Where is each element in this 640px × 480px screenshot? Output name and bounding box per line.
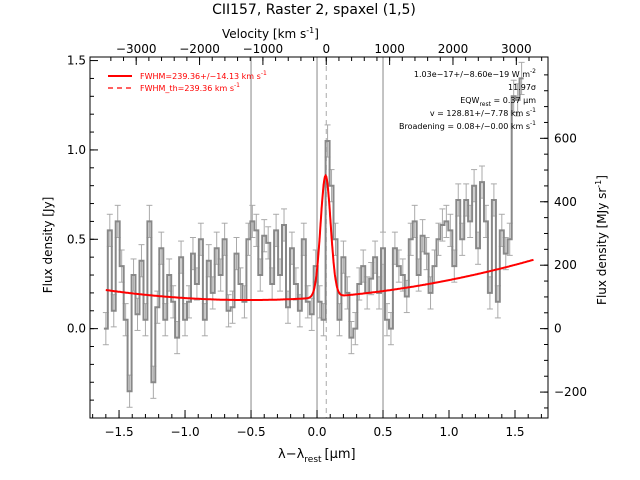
right-axis-label-end: ] [595, 175, 609, 180]
x-tick-label: 1.0 [439, 425, 458, 439]
top-axis-label: Velocity [km s-1] [222, 26, 319, 41]
annotation-velocity-sup: -1 [530, 107, 536, 114]
legend: FWHM=239.36+/−14.13 km s-1 FWHM_th=239.3… [108, 70, 267, 93]
x-tick-label: 0.0 [307, 425, 326, 439]
top-axis-label-sup: -1 [306, 26, 314, 35]
annotation-velocity: v = 128.81+/−7.78 km s-1 [430, 107, 536, 118]
x-axis-label-unit: [μm] [325, 447, 356, 462]
top-tick-label: 2000 [438, 42, 469, 56]
annotation-sigma: 11.97σ [508, 83, 536, 92]
annotation-broadening-text: Broadening = 0.08+/−0.00 km s [399, 122, 530, 131]
annotation-eqw: EQWrest = 0.37 μm [460, 96, 536, 108]
top-axis-label-end: ] [314, 27, 319, 41]
annotation-eqw-text: EQW [460, 96, 479, 105]
annotation-flux: 1.03e−17+/−8.60e−19 W m-2 [414, 68, 536, 79]
right-axis-label-sup: -1 [594, 180, 603, 188]
annotation-broadening-sup: -1 [530, 120, 536, 127]
x-tick-label: −1.5 [104, 425, 133, 439]
guide-lines [250, 57, 384, 418]
top-tick-label: 0 [322, 42, 330, 56]
legend-entry-fwhm-th-text: FWHM_th=239.36 km s [140, 84, 234, 93]
x-tick-label: −1.0 [170, 425, 199, 439]
plot-frame [89, 56, 549, 419]
chart-title: CII157, Raster 2, spaxel (1,5) [212, 2, 416, 18]
right-axis-label-main: Flux density [MJy sr [595, 188, 609, 305]
plot-axes [89, 56, 549, 419]
right-tick-label: 200 [554, 258, 577, 272]
legend-entry-fwhm-th-sup: -1 [234, 82, 240, 89]
top-tick-label: −3000 [116, 42, 157, 56]
right-axis-label: Flux density [MJy sr-1] [594, 175, 609, 305]
legend-entry-fwhm-text: FWHM=239.36+/−14.13 km s [140, 72, 261, 81]
x-tick-label: −0.5 [236, 425, 265, 439]
x-axis-label-sub: rest [304, 455, 322, 465]
axis-ticks: −1.5 −1.0 −0.5 0.0 0.5 1.0 1.5 0.0 0.5 1.0 1.5 −300… [67, 42, 587, 439]
annotation-eqw-value: = 0.37 μm [491, 96, 536, 105]
annotation-flux-text: 1.03e−17+/−8.60e−19 W m [414, 70, 530, 79]
x-tick-label: 1.5 [505, 425, 524, 439]
annotation-eqw-sub: rest [479, 101, 491, 108]
legend-entry-fwhm-sup: -1 [261, 70, 267, 77]
top-tick-label: −1000 [243, 42, 284, 56]
right-tick-label: 600 [554, 131, 577, 145]
y-tick-label: 0.0 [67, 322, 86, 336]
right-tick-label: 0 [554, 322, 562, 336]
annotation-flux-sup: -2 [530, 68, 536, 75]
legend-entry-fwhm: FWHM=239.36+/−14.13 km s-1 [140, 70, 267, 81]
x-tick-label: 0.5 [373, 425, 392, 439]
y-axis-label: Flux density [Jy] [41, 197, 55, 294]
right-tick-label: 400 [554, 195, 577, 209]
fit-theoretical-line [302, 174, 350, 300]
annotation-broadening: Broadening = 0.08+/−0.00 km s-1 [399, 120, 536, 131]
annotation-velocity-text: v = 128.81+/−7.78 km s [430, 109, 530, 118]
fit-line [105, 173, 534, 301]
y-tick-label: 1.0 [67, 143, 86, 157]
top-tick-label: −2000 [179, 42, 220, 56]
top-tick-label: 3000 [501, 42, 532, 56]
y-tick-label: 0.5 [67, 232, 86, 246]
top-tick-label: 1000 [374, 42, 405, 56]
fit-annotations: 1.03e−17+/−8.60e−19 W m-2 11.97σ EQWrest… [399, 68, 536, 131]
legend-entry-fwhm-th: FWHM_th=239.36 km s-1 [140, 82, 240, 93]
top-axis-label-main: Velocity [km s [222, 27, 306, 41]
fit-series [105, 173, 534, 301]
x-axis-label: λ−λrest [μm] [278, 447, 356, 465]
x-axis-label-main: λ−λ [278, 447, 305, 462]
right-tick-label: −200 [554, 385, 587, 399]
y-tick-label: 1.5 [67, 54, 86, 68]
